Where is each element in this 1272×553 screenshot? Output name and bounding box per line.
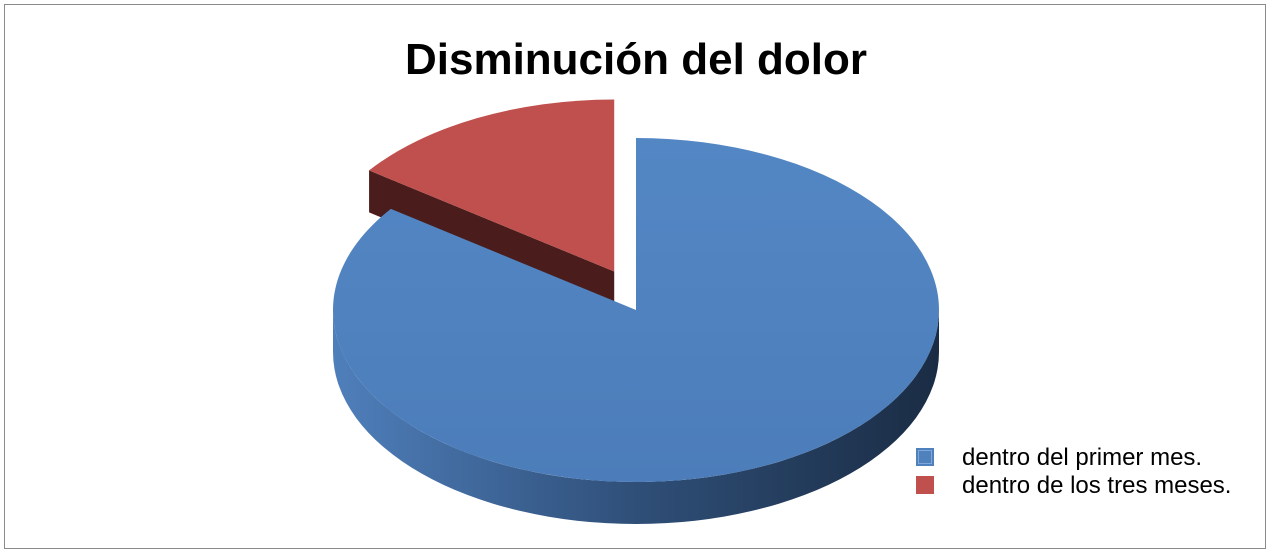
pie-slice-top — [332, 138, 939, 482]
legend-swatch-red — [916, 475, 934, 494]
chart-title: Disminución del dolor — [404, 35, 868, 84]
pie-layer — [332, 99, 939, 524]
legend-label: dentro de los tres meses. — [962, 471, 1232, 499]
pie-slice-rim — [333, 310, 939, 524]
pie-slice — [332, 138, 939, 524]
pie-slice-top — [369, 99, 615, 272]
legend-item: dentro del primer mes. — [908, 444, 1264, 472]
legend-item: dentro de los tres meses. — [908, 472, 1264, 500]
legend-swatch-blue — [916, 448, 934, 466]
legend-label: dentro del primer mes. — [962, 444, 1203, 471]
legend: dentro del primer mes. dentro de los tre… — [908, 444, 1264, 499]
